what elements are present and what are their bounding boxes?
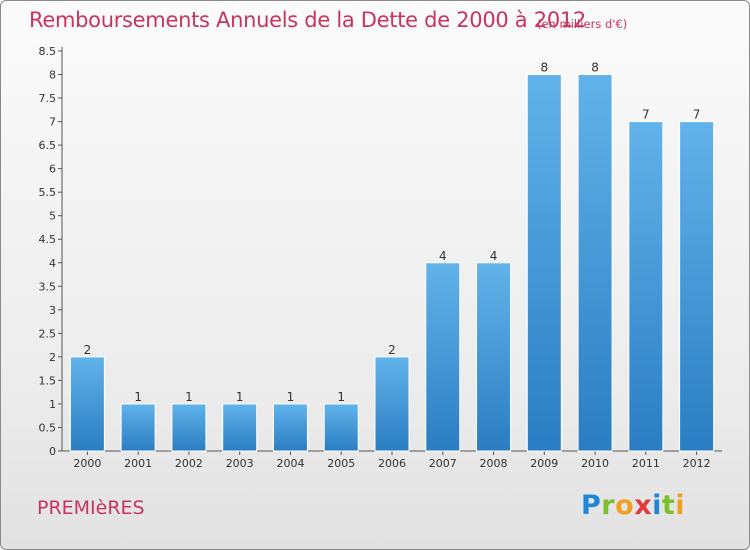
axes: 0 0.5 1 1.5 2 2.5 3 3.5 4 4.5 5 5.5 6 6.5 7 7.5 8 8.5 2000… [39, 45, 722, 470]
y-tick-label: 6 [49, 163, 56, 176]
data-label: 7 [642, 108, 650, 122]
data-label: 4 [490, 249, 498, 263]
bar-2006 [374, 356, 410, 452]
y-tick-label: 0 [49, 445, 56, 458]
logo-letter: r [601, 490, 616, 521]
y-tick-label: 3.5 [39, 280, 57, 293]
y-tick-label: 5 [49, 210, 56, 223]
x-tick-label: 2005 [327, 457, 355, 470]
x-tick-label: 2010 [581, 457, 609, 470]
y-tick-label: 2.5 [39, 327, 57, 340]
logo-letter: i [652, 490, 662, 521]
y-tick-label: 2 [49, 351, 56, 364]
data-label: 1 [185, 390, 193, 404]
y-tick-label: 4 [49, 257, 56, 270]
bar-2005 [323, 403, 359, 452]
x-tick-label: 2008 [480, 457, 508, 470]
data-label: 1 [337, 390, 345, 404]
bar-2007 [425, 262, 461, 452]
logo-letter: o [615, 490, 635, 521]
y-tick-label: 8 [49, 69, 56, 82]
y-tick-label: 6.5 [39, 139, 57, 152]
y-tick-label: 0.5 [39, 421, 57, 434]
bar-2000 [69, 356, 105, 452]
chart-title: Remboursements Annuels de la Dette de 20… [29, 8, 586, 32]
bar-2010 [577, 74, 613, 452]
data-label: 4 [439, 249, 447, 263]
logo-letter: P [581, 490, 602, 521]
logo-letter: i [675, 490, 686, 521]
x-tick-label: 2004 [276, 457, 304, 470]
y-tick-label: 7.5 [39, 92, 57, 105]
x-tick-label: 2001 [124, 457, 152, 470]
bar-2008 [476, 262, 512, 452]
commune-name: PREMIèRES [37, 497, 145, 519]
data-label: 2 [388, 343, 396, 357]
x-tick-label: 2012 [683, 457, 711, 470]
x-tick-label: 2003 [226, 457, 254, 470]
y-tick-label: 5.5 [39, 186, 57, 199]
logo-letter: t [661, 490, 676, 521]
y-tick-label: 7 [49, 116, 56, 129]
unit-note: (en milliers d'€) [537, 17, 628, 31]
data-label: 7 [693, 108, 701, 122]
bar-2004 [272, 403, 308, 452]
bar-2003 [222, 403, 258, 452]
x-tick-label: 2006 [378, 457, 406, 470]
bar-2001 [120, 403, 156, 452]
x-tick-label: 2002 [175, 457, 203, 470]
bar-2012 [679, 121, 715, 452]
y-tick-label: 4.5 [39, 233, 57, 246]
data-label: 1 [134, 390, 142, 404]
bars [69, 74, 715, 452]
x-tick-label: 2009 [530, 457, 558, 470]
x-tick-label: 2000 [73, 457, 101, 470]
bar-2009 [526, 74, 562, 452]
logo-letter: x [634, 490, 653, 521]
y-tick-label: 8.5 [39, 45, 57, 58]
x-tick-label: 2007 [429, 457, 457, 470]
y-tick-label: 3 [49, 304, 56, 317]
bar-2011 [628, 121, 664, 452]
y-tick-label: 1.5 [39, 374, 57, 387]
data-label: 8 [540, 61, 548, 75]
data-label: 8 [591, 61, 599, 75]
bar-2002 [171, 403, 207, 452]
proxiti-logo: Proxiti [581, 490, 685, 521]
data-label: 1 [236, 390, 244, 404]
data-label: 1 [287, 390, 295, 404]
y-tick-label: 1 [49, 398, 56, 411]
x-tick-label: 2011 [632, 457, 660, 470]
data-labels: 2 1 1 1 1 1 2 4 4 8 8 7 7 [84, 61, 701, 404]
data-label: 2 [84, 343, 92, 357]
